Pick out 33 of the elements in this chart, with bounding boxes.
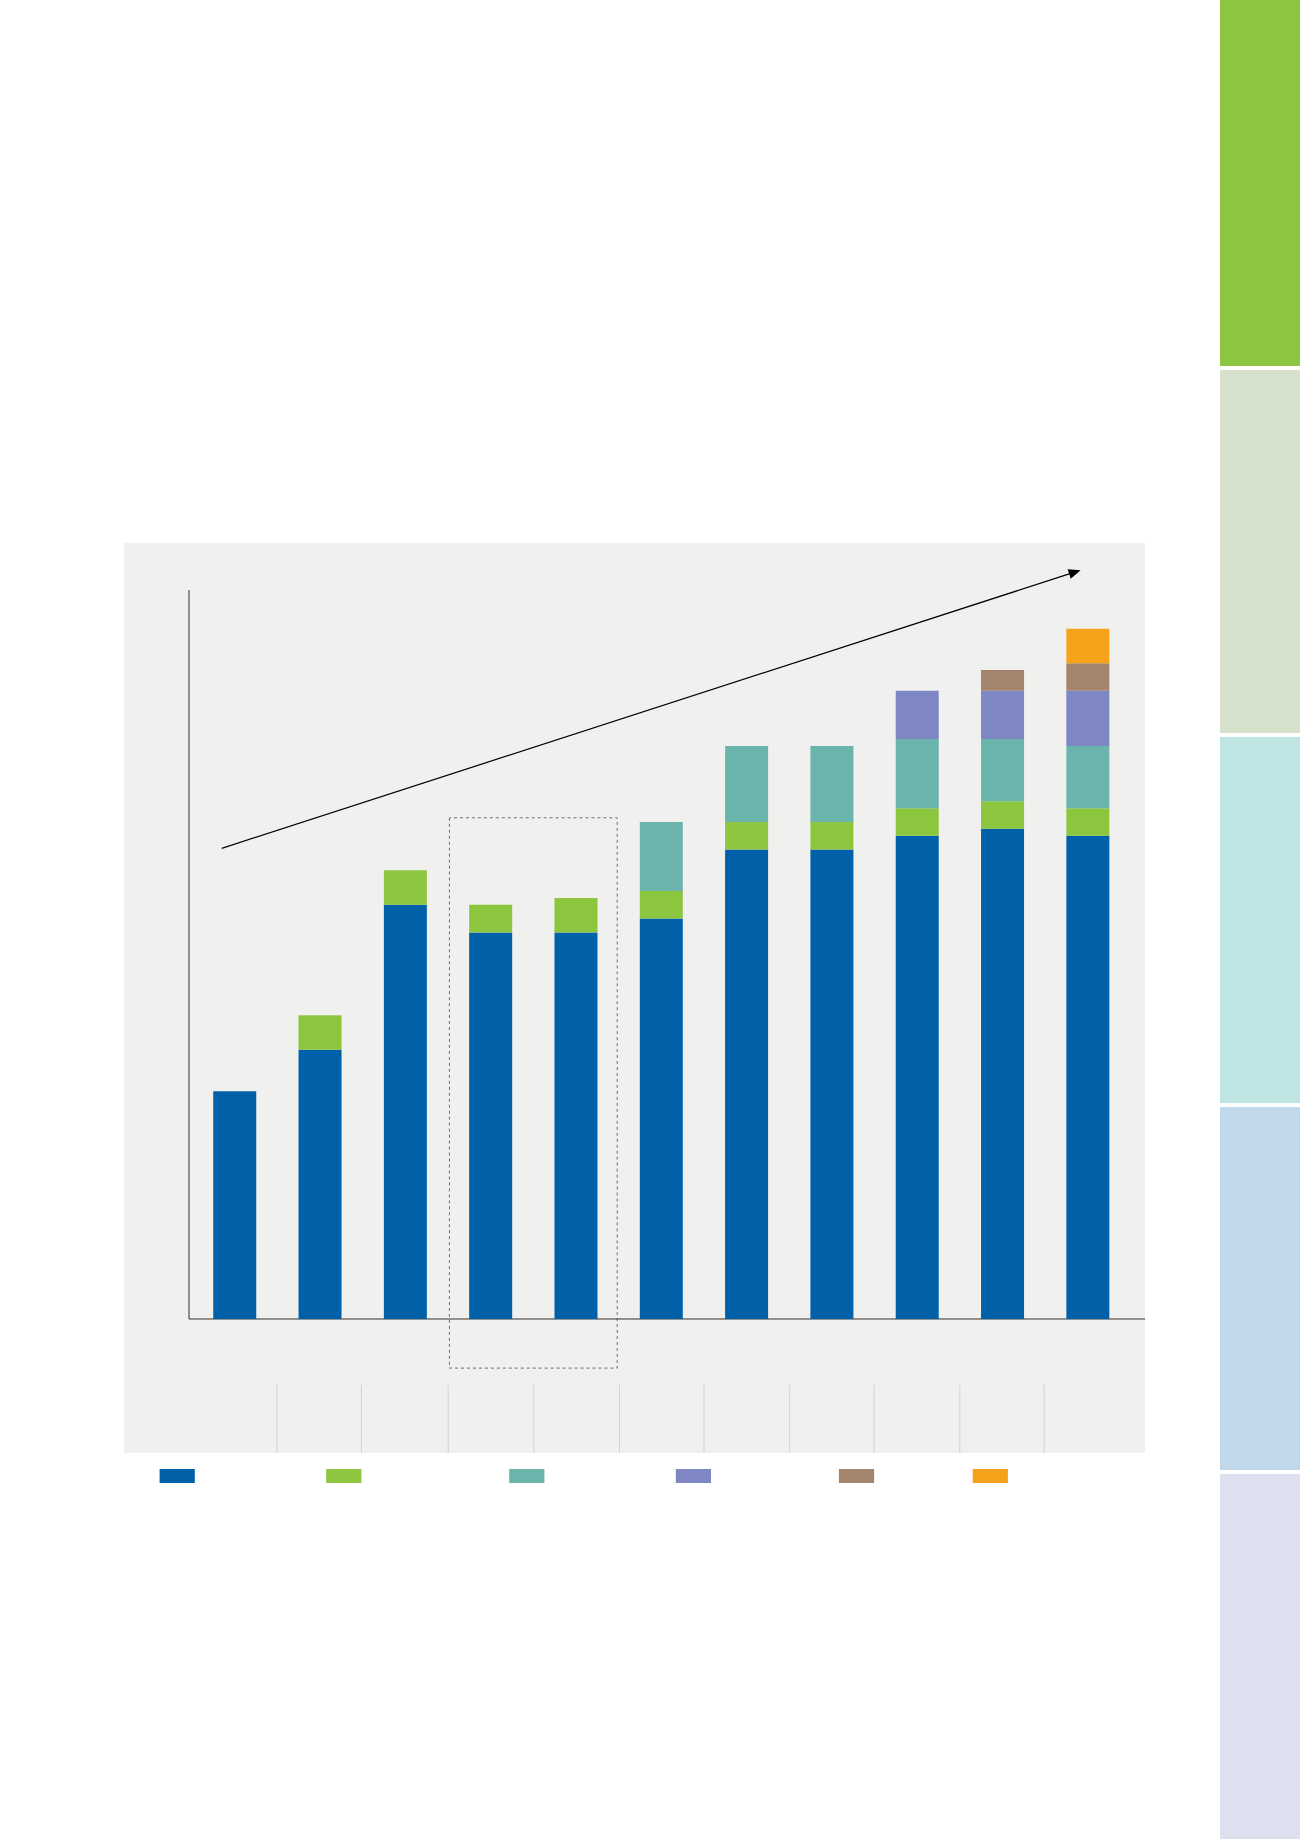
- bar: [1066, 746, 1110, 809]
- bar: [725, 849, 769, 1319]
- bar: [810, 746, 854, 822]
- bar: [981, 739, 1025, 802]
- bar: [213, 1091, 257, 1319]
- bar: [810, 821, 854, 850]
- bar: [469, 904, 513, 933]
- bar: [725, 821, 769, 850]
- bar: [383, 904, 427, 1319]
- bar: [981, 670, 1025, 691]
- bar: [895, 739, 939, 809]
- bar: [895, 835, 939, 1319]
- bar: [725, 746, 769, 822]
- bar: [981, 690, 1025, 740]
- bar: [639, 918, 683, 1319]
- bar: [383, 870, 427, 905]
- bar: [298, 1015, 342, 1050]
- bar: [298, 1049, 342, 1319]
- bar: [1066, 628, 1110, 664]
- bar: [810, 849, 854, 1319]
- bar: [469, 932, 513, 1319]
- bar: [981, 801, 1025, 829]
- bar: [1066, 808, 1110, 836]
- bar: [1066, 835, 1110, 1319]
- bar: [981, 828, 1025, 1319]
- bar: [639, 890, 683, 919]
- bar: [1066, 663, 1110, 691]
- bar: [639, 821, 683, 891]
- bar: [1066, 690, 1110, 746]
- bar: [895, 808, 939, 836]
- bar: [895, 690, 939, 740]
- bar: [554, 897, 598, 933]
- bar: [554, 932, 598, 1319]
